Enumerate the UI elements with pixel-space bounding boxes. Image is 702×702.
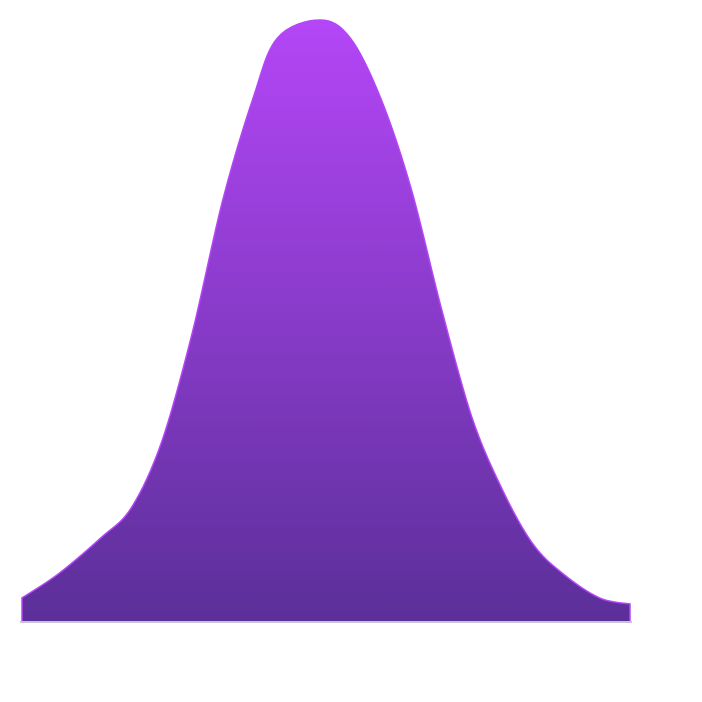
area xyxy=(21,19,631,623)
